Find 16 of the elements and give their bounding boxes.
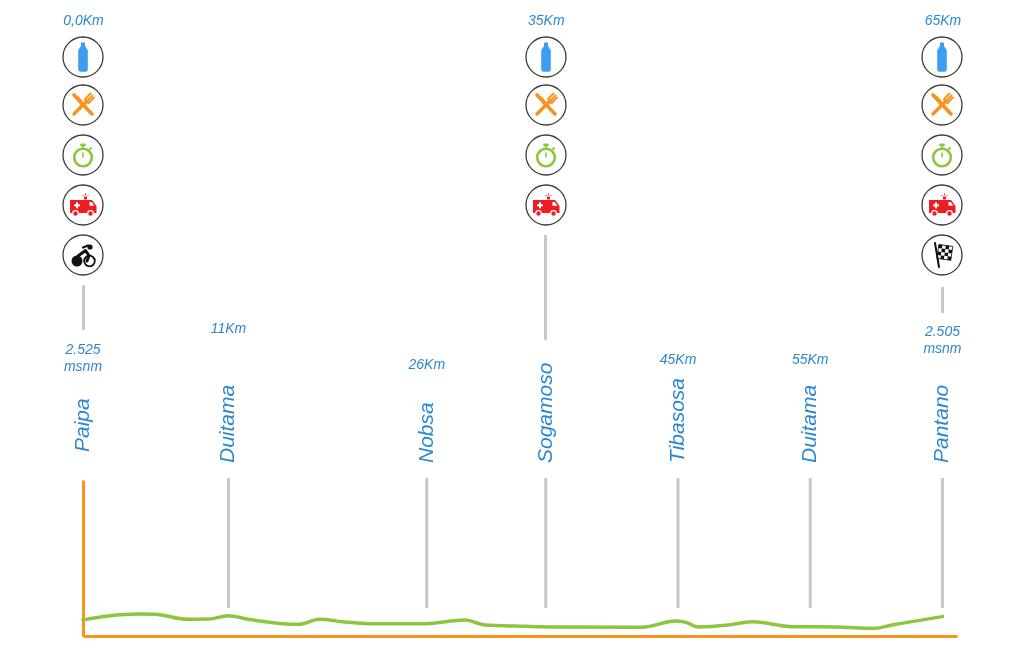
x-tick-label: 35Km: [527, 11, 565, 28]
ref-line-label: Duitama: [797, 384, 821, 463]
ref-line-label: Sogamoso: [532, 362, 556, 463]
text: 2.525 msnm: [63, 341, 103, 374]
ref-line-label: Nobsa: [413, 402, 437, 463]
text: Paipa: [70, 398, 93, 452]
ref-line-label: Duitama: [215, 384, 239, 463]
text: 26Km: [407, 356, 446, 372]
ref-line-label: Pantano: [929, 384, 953, 463]
text: 2.505 msnm: [923, 323, 962, 356]
x-tick-label: 0,0Km: [63, 11, 105, 28]
x-tick-label: 65Km: [924, 11, 962, 28]
ref-line-label: Tibasosa: [665, 377, 689, 463]
text: 55Km: [791, 351, 829, 367]
text: 11Km: [210, 320, 247, 336]
text: 45Km: [659, 351, 697, 367]
